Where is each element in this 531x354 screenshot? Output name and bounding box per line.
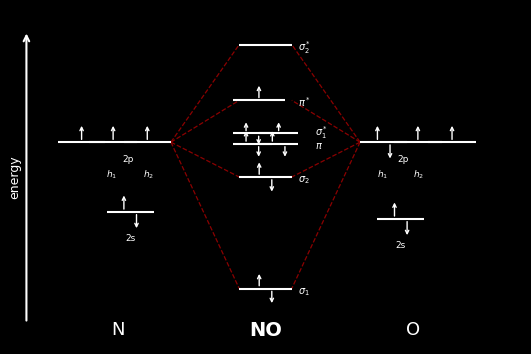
Text: O: O [406,321,419,339]
Text: N: N [112,321,125,339]
Text: $\sigma_2^*$: $\sigma_2^*$ [298,40,311,57]
Text: 2p: 2p [122,155,133,164]
Text: 2s: 2s [125,234,135,244]
Text: $\sigma_1$: $\sigma_1$ [298,286,310,298]
Text: 2s: 2s [396,241,406,251]
Text: NO: NO [249,321,282,340]
Text: $h_2$: $h_2$ [413,168,424,181]
Text: energy: energy [8,155,21,199]
Text: 2p: 2p [398,155,409,164]
Text: $h_1$: $h_1$ [377,168,388,181]
Text: $h_1$: $h_1$ [107,168,118,181]
Text: $\pi$: $\pi$ [315,141,323,151]
Text: $\pi^*$: $\pi^*$ [298,95,311,109]
Text: $\sigma_1^*$: $\sigma_1^*$ [315,124,329,141]
Text: $h_2$: $h_2$ [143,168,154,181]
Text: $\sigma_2$: $\sigma_2$ [298,175,310,187]
